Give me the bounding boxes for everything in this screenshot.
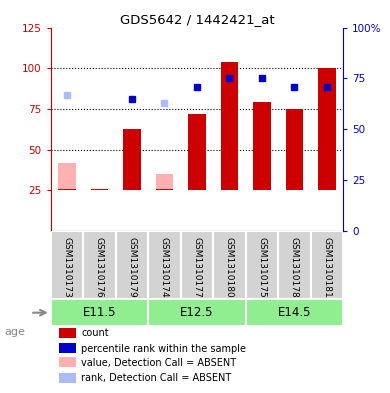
Bar xyxy=(83,231,116,299)
Bar xyxy=(156,189,174,191)
Bar xyxy=(59,358,76,367)
Bar xyxy=(220,62,238,191)
Bar xyxy=(318,68,336,191)
Bar xyxy=(285,109,303,191)
Text: percentile rank within the sample: percentile rank within the sample xyxy=(82,343,246,354)
Bar xyxy=(148,299,246,326)
Bar xyxy=(311,231,343,299)
Title: GDS5642 / 1442421_at: GDS5642 / 1442421_at xyxy=(120,13,274,26)
Bar xyxy=(246,299,343,326)
Text: GSM1310181: GSM1310181 xyxy=(323,237,332,298)
Text: GSM1310178: GSM1310178 xyxy=(290,237,299,298)
Text: GSM1310173: GSM1310173 xyxy=(62,237,71,298)
Text: value, Detection Call = ABSENT: value, Detection Call = ABSENT xyxy=(82,358,237,368)
Text: GSM1310180: GSM1310180 xyxy=(225,237,234,298)
Text: GSM1310175: GSM1310175 xyxy=(257,237,266,298)
Text: count: count xyxy=(82,329,109,338)
Text: GSM1310176: GSM1310176 xyxy=(95,237,104,298)
Bar xyxy=(181,231,213,299)
Bar xyxy=(123,129,141,191)
Text: GSM1310177: GSM1310177 xyxy=(192,237,202,298)
Bar xyxy=(58,163,76,191)
Bar xyxy=(58,189,76,191)
Text: rank, Detection Call = ABSENT: rank, Detection Call = ABSENT xyxy=(82,373,232,383)
Bar xyxy=(116,231,148,299)
Bar xyxy=(253,103,271,191)
Bar xyxy=(51,299,148,326)
Text: E12.5: E12.5 xyxy=(180,306,214,319)
Bar xyxy=(59,328,76,338)
Bar xyxy=(148,231,181,299)
Bar xyxy=(90,189,108,191)
Bar xyxy=(246,231,278,299)
Text: GSM1310174: GSM1310174 xyxy=(160,237,169,297)
Bar xyxy=(213,231,246,299)
Text: GSM1310179: GSM1310179 xyxy=(128,237,136,298)
Text: E11.5: E11.5 xyxy=(83,306,116,319)
Bar xyxy=(59,343,76,353)
Bar xyxy=(188,114,206,191)
Text: age: age xyxy=(4,327,25,337)
Bar xyxy=(51,231,83,299)
Bar xyxy=(59,373,76,383)
Text: E14.5: E14.5 xyxy=(278,306,311,319)
Bar xyxy=(278,231,311,299)
Bar xyxy=(156,174,174,191)
